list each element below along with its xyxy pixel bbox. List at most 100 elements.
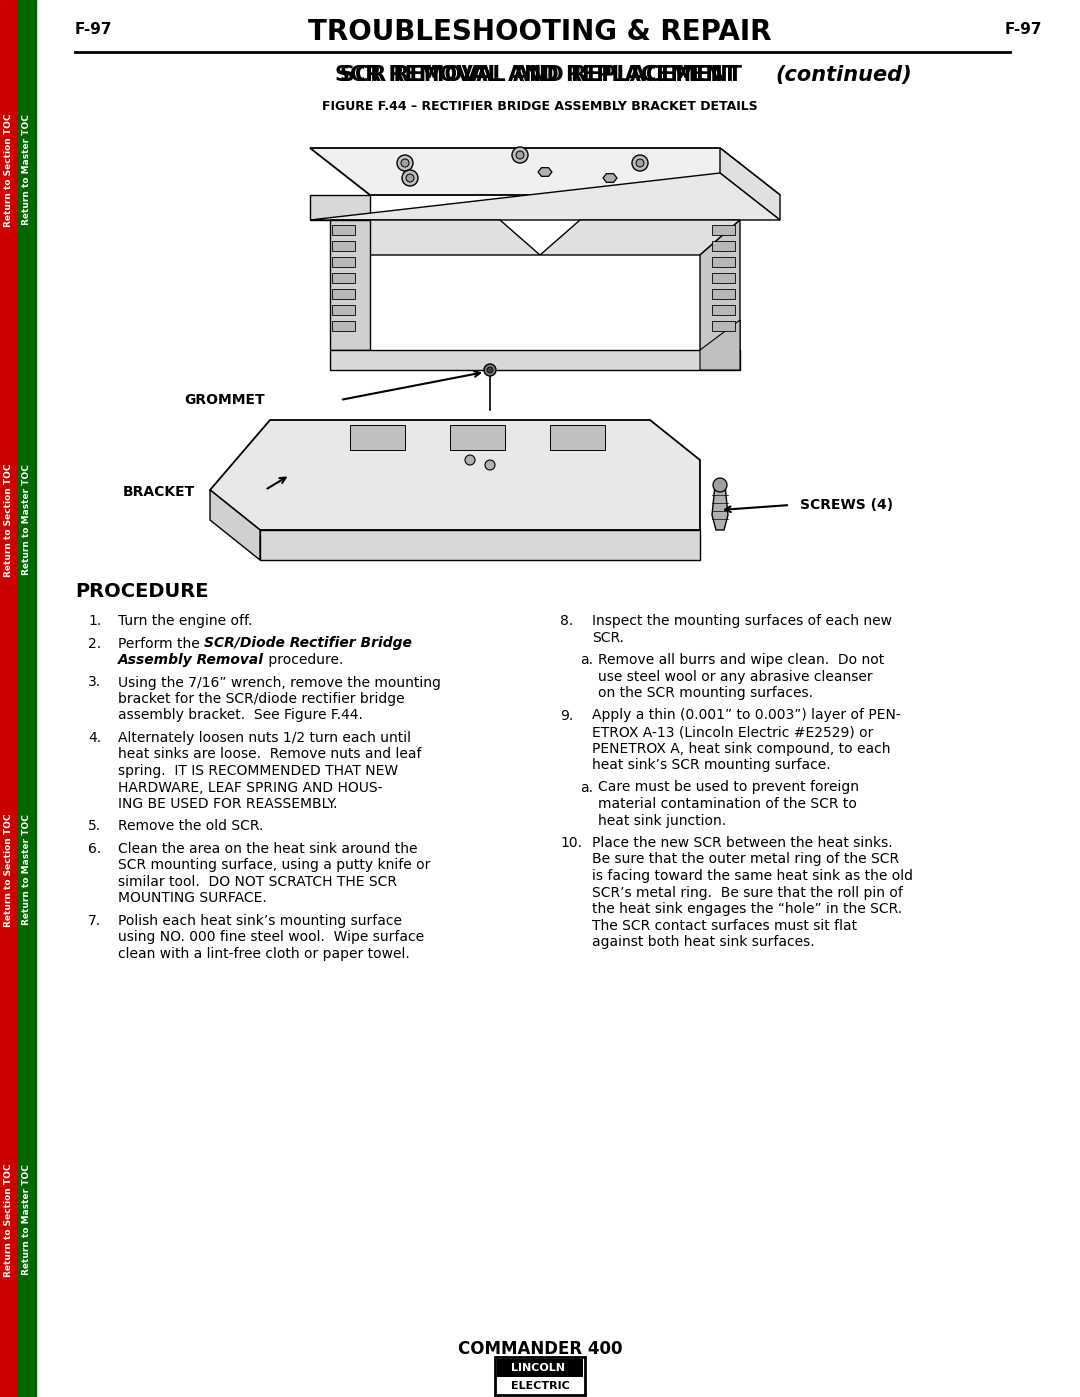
- Text: Apply a thin (0.001” to 0.003”) layer of PEN-: Apply a thin (0.001” to 0.003”) layer of…: [592, 708, 901, 722]
- Circle shape: [516, 151, 524, 159]
- Text: 7.: 7.: [87, 914, 102, 928]
- Text: on the SCR mounting surfaces.: on the SCR mounting surfaces.: [598, 686, 813, 700]
- Text: the heat sink engages the “hole” in the SCR.: the heat sink engages the “hole” in the …: [592, 902, 902, 916]
- Polygon shape: [712, 485, 728, 529]
- Text: PROCEDURE: PROCEDURE: [75, 583, 208, 601]
- Text: LINCOLN: LINCOLN: [511, 1363, 565, 1373]
- Polygon shape: [550, 425, 605, 450]
- Text: 5.: 5.: [87, 820, 102, 834]
- Text: Return to Section TOC: Return to Section TOC: [4, 464, 14, 577]
- Polygon shape: [330, 219, 540, 256]
- Polygon shape: [712, 257, 735, 267]
- Text: assembly bracket.  See Figure F.44.: assembly bracket. See Figure F.44.: [118, 708, 363, 722]
- Circle shape: [487, 367, 492, 373]
- Text: heat sink junction.: heat sink junction.: [598, 813, 726, 827]
- Text: SCR REMOVAL AND REPLACEMENT: SCR REMOVAL AND REPLACEMENT: [340, 66, 742, 85]
- Text: Clean the area on the heat sink around the: Clean the area on the heat sink around t…: [118, 842, 418, 856]
- Text: Be sure that the outer metal ring of the SCR: Be sure that the outer metal ring of the…: [592, 852, 900, 866]
- Polygon shape: [332, 305, 355, 314]
- Polygon shape: [712, 242, 735, 251]
- Text: Return to Master TOC: Return to Master TOC: [23, 814, 31, 925]
- Polygon shape: [712, 321, 735, 331]
- Text: SCR’s metal ring.  Be sure that the roll pin of: SCR’s metal ring. Be sure that the roll …: [592, 886, 903, 900]
- Text: SCREWS (4): SCREWS (4): [800, 497, 893, 511]
- Polygon shape: [712, 289, 735, 299]
- Polygon shape: [700, 320, 740, 370]
- Text: heat sink’s SCR mounting surface.: heat sink’s SCR mounting surface.: [592, 759, 831, 773]
- Text: Return to Master TOC: Return to Master TOC: [23, 1165, 31, 1275]
- Text: clean with a lint-free cloth or paper towel.: clean with a lint-free cloth or paper to…: [118, 947, 409, 961]
- Polygon shape: [332, 257, 355, 267]
- Text: Return to Master TOC: Return to Master TOC: [23, 465, 31, 576]
- Polygon shape: [712, 305, 735, 314]
- Text: bracket for the SCR/diode rectifier bridge: bracket for the SCR/diode rectifier brid…: [118, 692, 405, 705]
- Text: spring.  IT IS RECOMMENDED THAT NEW: spring. IT IS RECOMMENDED THAT NEW: [118, 764, 399, 778]
- Text: Turn the engine off.: Turn the engine off.: [118, 615, 253, 629]
- FancyBboxPatch shape: [495, 1356, 585, 1396]
- Circle shape: [401, 159, 409, 168]
- Text: Alternately loosen nuts 1/2 turn each until: Alternately loosen nuts 1/2 turn each un…: [118, 731, 411, 745]
- Text: (continued): (continued): [775, 66, 912, 85]
- Polygon shape: [310, 148, 780, 196]
- Polygon shape: [310, 173, 780, 219]
- Polygon shape: [700, 219, 740, 351]
- Text: Inspect the mounting surfaces of each new: Inspect the mounting surfaces of each ne…: [592, 615, 892, 629]
- Text: against both heat sink surfaces.: against both heat sink surfaces.: [592, 935, 814, 949]
- Text: BRACKET: BRACKET: [123, 485, 195, 499]
- Circle shape: [484, 365, 496, 376]
- Text: ®: ®: [575, 1358, 581, 1363]
- Text: Place the new SCR between the heat sinks.: Place the new SCR between the heat sinks…: [592, 835, 893, 849]
- Circle shape: [512, 147, 528, 163]
- Polygon shape: [332, 321, 355, 331]
- Text: is facing toward the same heat sink as the old: is facing toward the same heat sink as t…: [592, 869, 913, 883]
- Circle shape: [406, 175, 414, 182]
- Circle shape: [632, 155, 648, 170]
- Text: HARDWARE, LEAF SPRING AND HOUS-: HARDWARE, LEAF SPRING AND HOUS-: [118, 781, 382, 795]
- Text: heat sinks are loose.  Remove nuts and leaf: heat sinks are loose. Remove nuts and le…: [118, 747, 421, 761]
- Text: SCR.: SCR.: [592, 630, 624, 644]
- Text: Return to Master TOC: Return to Master TOC: [23, 115, 31, 225]
- Text: Polish each heat sink’s mounting surface: Polish each heat sink’s mounting surface: [118, 914, 402, 928]
- Text: F-97: F-97: [75, 22, 112, 36]
- Text: 1.: 1.: [87, 615, 102, 629]
- Text: SCR/Diode Rectifier Bridge: SCR/Diode Rectifier Bridge: [204, 637, 411, 651]
- Circle shape: [397, 155, 413, 170]
- Text: COMMANDER 400: COMMANDER 400: [458, 1340, 622, 1358]
- Polygon shape: [712, 225, 735, 235]
- Text: ETROX A-13 (Lincoln Electric #E2529) or: ETROX A-13 (Lincoln Electric #E2529) or: [592, 725, 874, 739]
- Text: Remove the old SCR.: Remove the old SCR.: [118, 820, 264, 834]
- Polygon shape: [332, 242, 355, 251]
- Text: procedure.: procedure.: [264, 652, 343, 666]
- Text: TROUBLESHOOTING & REPAIR: TROUBLESHOOTING & REPAIR: [308, 18, 772, 46]
- Text: material contamination of the SCR to: material contamination of the SCR to: [598, 798, 856, 812]
- Polygon shape: [712, 272, 735, 284]
- Text: use steel wool or any abrasive cleanser: use steel wool or any abrasive cleanser: [598, 669, 873, 683]
- Text: Care must be used to prevent foreign: Care must be used to prevent foreign: [598, 781, 859, 795]
- Polygon shape: [210, 420, 700, 529]
- Text: MOUNTING SURFACE.: MOUNTING SURFACE.: [118, 891, 267, 905]
- Text: PENETROX A, heat sink compound, to each: PENETROX A, heat sink compound, to each: [592, 742, 891, 756]
- Text: Using the 7/16” wrench, remove the mounting: Using the 7/16” wrench, remove the mount…: [118, 676, 441, 690]
- Text: 6.: 6.: [87, 842, 102, 856]
- Text: a.: a.: [580, 652, 593, 666]
- Text: Return to Section TOC: Return to Section TOC: [4, 813, 14, 926]
- Text: SCR REMOVAL AND REPLACEMENT: SCR REMOVAL AND REPLACEMENT: [336, 66, 744, 85]
- Text: ING BE USED FOR REASSEMBLY.: ING BE USED FOR REASSEMBLY.: [118, 798, 337, 812]
- Circle shape: [465, 455, 475, 465]
- Text: Assembly Removal: Assembly Removal: [118, 652, 264, 666]
- Polygon shape: [330, 351, 740, 370]
- Bar: [18, 0, 36, 1397]
- Circle shape: [485, 460, 495, 469]
- Circle shape: [402, 170, 418, 186]
- Text: 10.: 10.: [561, 835, 582, 849]
- Bar: [497, 1359, 583, 1377]
- Polygon shape: [330, 219, 370, 351]
- Polygon shape: [450, 425, 505, 450]
- Text: FIGURE F.44 – RECTIFIER BRIDGE ASSEMBLY BRACKET DETAILS: FIGURE F.44 – RECTIFIER BRIDGE ASSEMBLY …: [322, 101, 758, 113]
- Text: SCR mounting surface, using a putty knife or: SCR mounting surface, using a putty knif…: [118, 859, 430, 873]
- Polygon shape: [260, 529, 700, 560]
- Text: 2.: 2.: [87, 637, 102, 651]
- Circle shape: [636, 159, 644, 168]
- Polygon shape: [332, 289, 355, 299]
- Polygon shape: [350, 425, 405, 450]
